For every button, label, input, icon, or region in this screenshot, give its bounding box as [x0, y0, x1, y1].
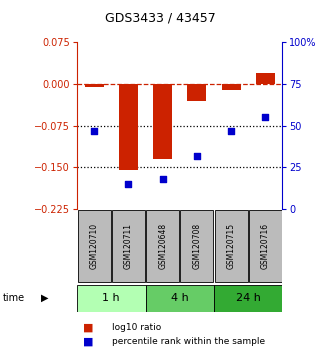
Text: GSM120710: GSM120710	[90, 223, 99, 269]
Bar	[78, 210, 111, 282]
Text: GDS3433 / 43457: GDS3433 / 43457	[105, 12, 216, 25]
Bar	[146, 210, 179, 282]
Text: 1 h: 1 h	[102, 293, 120, 303]
Text: GSM120708: GSM120708	[192, 223, 201, 269]
Bar	[187, 84, 206, 101]
Bar	[145, 285, 214, 312]
Bar	[249, 210, 282, 282]
Text: ■: ■	[83, 322, 94, 332]
Point	[263, 115, 268, 120]
Text: percentile rank within the sample: percentile rank within the sample	[112, 337, 265, 346]
Bar	[215, 210, 247, 282]
Bar	[119, 84, 138, 170]
Text: GSM120648: GSM120648	[158, 223, 167, 269]
Point	[160, 176, 165, 182]
Bar	[256, 73, 275, 84]
Bar	[222, 84, 240, 90]
Point	[91, 128, 97, 133]
Text: GSM120711: GSM120711	[124, 223, 133, 269]
Bar	[180, 210, 213, 282]
Text: log10 ratio: log10 ratio	[112, 323, 161, 332]
Bar	[112, 210, 145, 282]
Bar	[214, 285, 282, 312]
Text: ▶: ▶	[41, 293, 49, 303]
Text: GSM120715: GSM120715	[227, 223, 236, 269]
Bar	[77, 285, 145, 312]
Text: time: time	[3, 293, 25, 303]
Point	[229, 128, 234, 133]
Point	[194, 153, 199, 159]
Point	[126, 181, 131, 187]
Text: 4 h: 4 h	[171, 293, 189, 303]
Text: ■: ■	[83, 337, 94, 347]
Text: 24 h: 24 h	[236, 293, 261, 303]
Bar	[153, 84, 172, 159]
Bar	[85, 84, 104, 87]
Text: GSM120716: GSM120716	[261, 223, 270, 269]
